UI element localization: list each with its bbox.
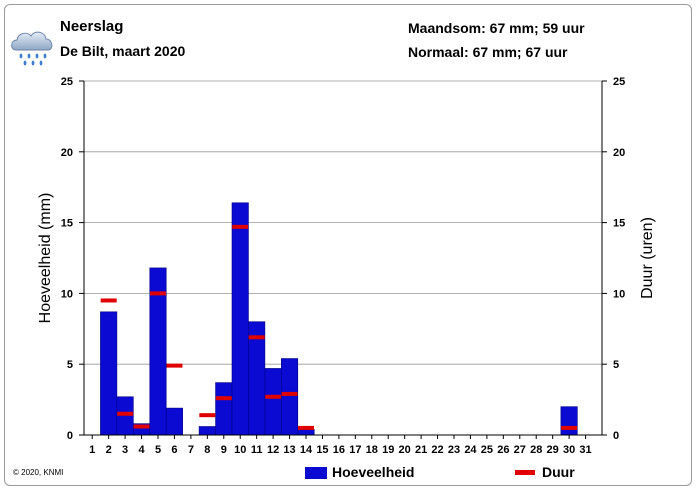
y2-tick-label: 15 [613, 218, 625, 230]
x-tick-label: 29 [547, 444, 559, 456]
duration-marker [232, 224, 249, 229]
rain-cloud-icon [11, 31, 53, 66]
y-tick-label: 20 [61, 147, 73, 159]
x-tick-label: 24 [464, 444, 477, 456]
duration-marker [199, 413, 216, 418]
x-tick-label: 4 [138, 444, 145, 456]
precip-bar [215, 382, 233, 436]
x-tick-label: 26 [497, 444, 509, 456]
x-tick-label: 19 [382, 444, 394, 456]
duration-marker [150, 291, 166, 296]
x-tick-label: 23 [448, 444, 460, 456]
duration-marker [117, 411, 134, 416]
y2-tick-label: 20 [613, 147, 625, 159]
precip-bar [297, 429, 315, 436]
y2-tick-label: 0 [613, 430, 619, 442]
x-tick-label: 8 [204, 444, 210, 456]
x-tick-label: 12 [267, 444, 279, 456]
x-tick-label: 17 [349, 444, 361, 456]
y-tick-label: 15 [61, 218, 73, 230]
x-tick-label: 3 [122, 444, 128, 456]
y-tick-label: 10 [61, 288, 73, 300]
x-tick-label: 5 [155, 444, 161, 456]
x-tick-label: 6 [171, 444, 177, 456]
duration-marker [100, 298, 117, 303]
y2-axis-label: Duur (uren) [639, 217, 656, 299]
legend-swatch-hoeveelheid [305, 467, 327, 479]
x-tick-label: 20 [399, 444, 411, 456]
x-tick-label: 14 [300, 444, 313, 456]
x-tick-label: 2 [106, 444, 112, 456]
x-tick-label: 1 [89, 444, 95, 456]
y2-tick-label: 10 [613, 288, 625, 300]
x-tick-label: 31 [579, 444, 591, 456]
x-tick-label: 18 [366, 444, 378, 456]
legend-swatch-duur [515, 470, 535, 475]
x-tick-label: 16 [333, 444, 345, 456]
x-tick-label: 28 [530, 444, 542, 456]
duration-marker [166, 363, 183, 368]
chart-subtitle: De Bilt, maart 2020 [60, 43, 186, 59]
y-axis-label: Hoeveelheid (mm) [37, 193, 54, 324]
precip-bar [231, 202, 249, 436]
x-tick-label: 11 [251, 444, 263, 456]
chart-title: Neerslag [60, 18, 124, 35]
precip-bar [116, 396, 134, 436]
precip-bar [165, 407, 183, 436]
legend-label-hoeveelheid: Hoeveelheid [332, 464, 415, 480]
x-tick-label: 30 [563, 444, 575, 456]
duration-marker [561, 425, 578, 430]
precip-bar [198, 426, 216, 436]
y2-tick-label: 5 [613, 359, 619, 371]
y2-tick-label: 25 [613, 76, 625, 88]
y-tick-label: 5 [67, 359, 73, 371]
monthly-total-stat: Maandsom: 67 mm; 59 uur [408, 20, 585, 36]
y-tick-label: 25 [61, 76, 73, 88]
x-tick-label: 25 [481, 444, 493, 456]
x-tick-label: 27 [514, 444, 526, 456]
legend-label-duur: Duur [542, 464, 575, 480]
duration-marker [281, 391, 298, 396]
x-tick-label: 9 [221, 444, 227, 456]
precip-bar [264, 368, 282, 436]
x-tick-label: 10 [234, 444, 246, 456]
duration-marker [133, 424, 150, 429]
x-tick-label: 21 [415, 444, 427, 456]
normal-total-stat: Normaal: 67 mm; 67 uur [408, 44, 568, 60]
duration-marker [298, 425, 314, 430]
x-tick-label: 15 [316, 444, 328, 456]
duration-marker [215, 396, 232, 401]
x-tick-label: 13 [283, 444, 295, 456]
precip-bar [560, 406, 578, 436]
precip-bar [100, 311, 118, 436]
copyright-notice: © 2020, KNMI [13, 468, 64, 477]
x-tick-label: 22 [431, 444, 443, 456]
duration-marker [265, 394, 282, 399]
duration-marker [248, 335, 265, 340]
x-tick-label: 7 [188, 444, 194, 456]
y-tick-label: 0 [67, 430, 73, 442]
precip-bar [281, 358, 299, 436]
